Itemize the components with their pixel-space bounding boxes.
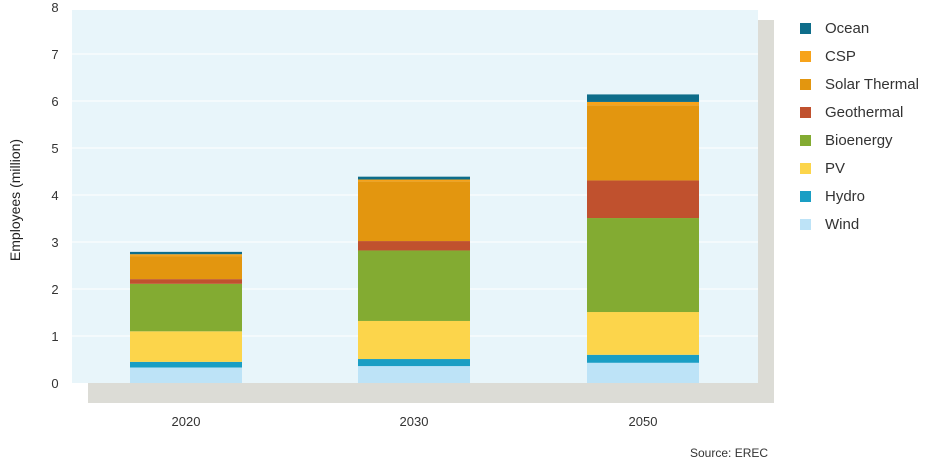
- legend-item: Bioenergy: [800, 126, 919, 154]
- legend-item: CSP: [800, 42, 919, 70]
- bar-segment-csp-2050: [587, 101, 699, 106]
- bar-segment-bioenergy-2030: [358, 250, 470, 321]
- y-tick-label: 4: [51, 188, 58, 203]
- legend-label: CSP: [825, 47, 856, 65]
- legend-label: PV: [825, 159, 846, 177]
- bar-segment-ocean-2030: [358, 176, 470, 180]
- y-tick-label: 8: [51, 0, 58, 15]
- bar-segment-hydro-2020: [130, 361, 242, 368]
- legend-label: Hydro: [825, 187, 866, 205]
- bar-segment-csp-2020: [130, 254, 242, 257]
- bar-segment-csp-2030: [358, 179, 470, 182]
- bar-segment-pv-2030: [358, 320, 470, 360]
- y-tick-label: 7: [51, 47, 58, 62]
- legend-item: Geothermal: [800, 98, 919, 126]
- legend-swatch: [800, 50, 811, 62]
- legend-label: Bioenergy: [825, 131, 893, 149]
- bar-segment-pv-2020: [130, 331, 242, 362]
- bar-segment-geothermal-2050: [587, 180, 699, 219]
- y-tick-label: 3: [51, 235, 58, 250]
- legend-label: Ocean: [825, 19, 870, 37]
- bar-segment-solar-thermal-2030: [358, 181, 470, 242]
- y-tick-label: 6: [51, 94, 58, 109]
- legend: Ocean CSP Solar Thermal Geothermal Bioenergy…: [800, 14, 919, 238]
- legend-swatch: [800, 218, 811, 230]
- legend-item: Hydro: [800, 182, 919, 210]
- legend-item: PV: [800, 154, 919, 182]
- bar-segment-wind-2030: [358, 366, 470, 383]
- bar-segment-solar-thermal-2020: [130, 256, 242, 280]
- legend-swatch: [800, 162, 811, 174]
- legend-label: Geothermal: [825, 103, 904, 121]
- legend-label: Wind: [825, 215, 860, 233]
- bar-segment-wind-2050: [587, 362, 699, 383]
- legend-swatch: [800, 190, 811, 202]
- y-tick-labels: 0 1 2 3 4 5 6 7 8: [51, 0, 58, 391]
- legend-swatch: [800, 106, 811, 118]
- bar-segment-hydro-2050: [587, 354, 699, 363]
- bar-segment-wind-2020: [130, 367, 242, 383]
- bar-segment-solar-thermal-2050: [587, 105, 699, 181]
- legend-swatch: [800, 22, 811, 34]
- legend-swatch: [800, 134, 811, 146]
- legend-item: Solar Thermal: [800, 70, 919, 98]
- x-tick-label: 2030: [400, 414, 429, 429]
- bar-segment-hydro-2030: [358, 359, 470, 367]
- y-axis-label: Employees (million): [7, 139, 23, 261]
- bar-segment-bioenergy-2020: [130, 283, 242, 332]
- y-tick-label: 0: [51, 376, 58, 391]
- legend-swatch: [800, 78, 811, 90]
- source-note: Source: EREC: [690, 446, 769, 460]
- bar-segment-geothermal-2030: [358, 241, 470, 251]
- y-tick-label: 5: [51, 141, 58, 156]
- x-tick-labels: 2020 2030 2050: [172, 414, 658, 429]
- y-tick-label: 1: [51, 329, 58, 344]
- legend-item: Ocean: [800, 14, 919, 42]
- x-tick-label: 2050: [629, 414, 658, 429]
- bar-segment-bioenergy-2050: [587, 218, 699, 313]
- bar-segment-pv-2050: [587, 312, 699, 355]
- legend-label: Solar Thermal: [825, 75, 919, 93]
- y-tick-label: 2: [51, 282, 58, 297]
- bar-segment-ocean-2050: [587, 94, 699, 102]
- bar-segment-geothermal-2020: [130, 279, 242, 284]
- legend-item: Wind: [800, 210, 919, 238]
- x-tick-label: 2020: [172, 414, 201, 429]
- bar-segment-ocean-2020: [130, 251, 242, 255]
- bars: [130, 94, 699, 383]
